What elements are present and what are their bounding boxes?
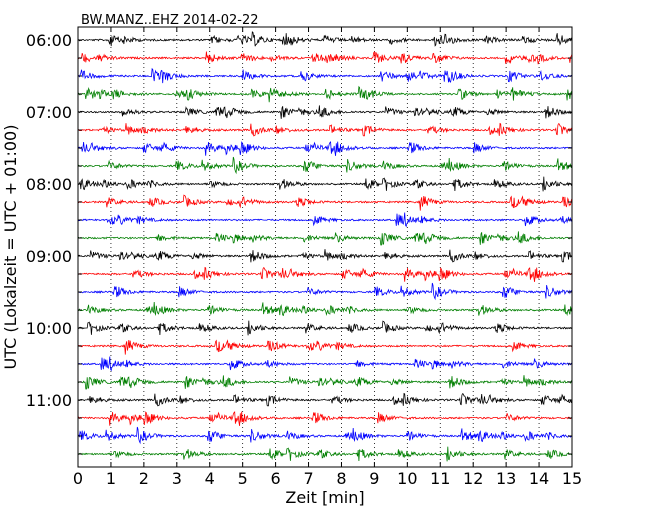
x-tick-label: 6 xyxy=(271,469,281,488)
seismic-trace xyxy=(77,156,573,175)
x-tick-label: 11 xyxy=(430,469,450,488)
seismic-trace xyxy=(77,446,573,462)
seismic-trace xyxy=(77,301,573,317)
vertical-grid xyxy=(110,27,540,467)
seismic-trace xyxy=(77,320,573,336)
x-tick-label: 3 xyxy=(172,469,182,488)
seismic-trace xyxy=(77,411,573,426)
x-tick-label: 10 xyxy=(397,469,417,488)
seismic-trace xyxy=(77,375,573,390)
x-tick-label: 13 xyxy=(496,469,516,488)
x-tick-label: 4 xyxy=(205,469,215,488)
seismic-trace xyxy=(77,266,573,282)
y-tick-label: 10:00 xyxy=(26,319,72,338)
seismic-trace xyxy=(77,51,573,65)
x-tick-label: 0 xyxy=(73,469,83,488)
x-axis-label: Zeit [min] xyxy=(285,488,364,507)
seismic-trace xyxy=(77,356,573,372)
seismic-trace xyxy=(77,85,573,103)
seismic-trace xyxy=(77,249,573,263)
seismic-trace xyxy=(77,392,573,407)
seismic-trace xyxy=(77,194,573,211)
x-tick-label: 2 xyxy=(139,469,149,488)
x-tick-label: 15 xyxy=(562,469,582,488)
x-tick-label: 12 xyxy=(463,469,483,488)
y-tick-label: 11:00 xyxy=(26,391,72,410)
seismic-trace xyxy=(77,31,573,47)
x-axis-ticks: 0 1 2 3 4 5 6 7 8 9 10 11 12 13 14 15 xyxy=(73,27,582,488)
seismic-trace xyxy=(77,212,573,228)
plot-frame xyxy=(77,26,573,468)
seismic-trace xyxy=(77,141,573,156)
x-tick-label: 7 xyxy=(303,469,313,488)
seismic-trace xyxy=(77,176,573,192)
x-tick-label: 1 xyxy=(106,469,116,488)
y-axis-ticks: 06:00 07:00 08:00 09:00 10:00 11:00 xyxy=(26,31,572,455)
y-tick-label: 08:00 xyxy=(26,175,72,194)
seismic-trace xyxy=(77,67,573,84)
seismic-trace xyxy=(78,282,573,301)
x-tick-label: 5 xyxy=(238,469,248,488)
x-tick-label: 8 xyxy=(336,469,346,488)
x-tick-label: 9 xyxy=(369,469,379,488)
x-tick-label: 14 xyxy=(529,469,549,488)
chart-title: BW.MANZ..EHZ 2014-02-22 xyxy=(81,13,259,28)
y-tick-label: 06:00 xyxy=(26,31,72,50)
seismic-trace xyxy=(77,122,573,137)
seismic-trace xyxy=(77,231,573,246)
y-axis-label: UTC (Lokalzeit = UTC + 01:00) xyxy=(1,125,20,370)
seismic-trace xyxy=(77,105,573,119)
seismic-trace xyxy=(77,339,573,355)
seismic-trace xyxy=(77,426,573,445)
trace-layer xyxy=(77,31,573,462)
y-tick-label: 09:00 xyxy=(26,247,72,266)
y-tick-label: 07:00 xyxy=(26,103,72,122)
